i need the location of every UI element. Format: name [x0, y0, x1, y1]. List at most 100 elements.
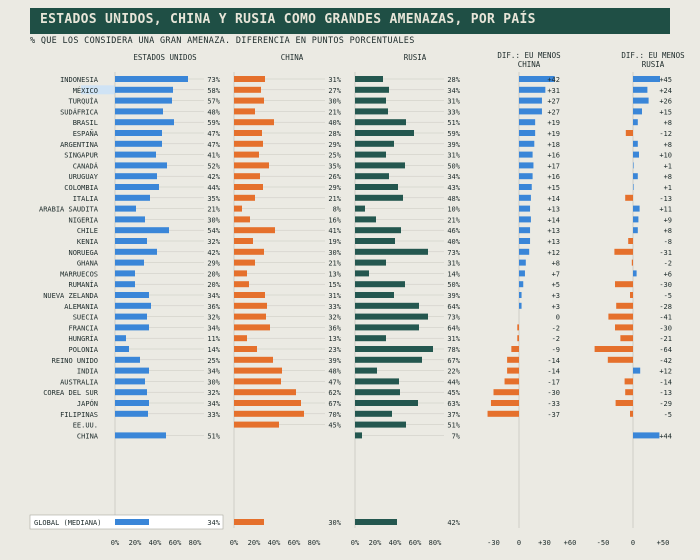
row-6-value-diff_russia: +8: [664, 141, 672, 149]
row-2-value-russia: 31%: [447, 98, 460, 106]
row-7-value-russia: 31%: [447, 152, 460, 160]
row-8-value-china: 35%: [328, 162, 341, 170]
tick-china: 40%: [268, 539, 281, 547]
row-23-bar-us: [115, 324, 149, 331]
global-value-us: 34%: [207, 519, 220, 527]
row-21-bar-china: [234, 302, 267, 309]
panel-title-diff_russia: DIF.: EU MENOS: [621, 51, 685, 60]
row-23-value-us: 34%: [207, 324, 220, 332]
row-11-bar-russia: [355, 194, 403, 201]
row-10-bar-china: [234, 184, 263, 190]
tick-diff_china: +30: [538, 539, 551, 547]
row-33-bar-diff_russia: [633, 432, 660, 439]
row-14-bar-diff_russia: [633, 227, 638, 234]
row-21-value-diff_china: +3: [552, 303, 560, 311]
row-4-country-label: BRASIL: [73, 119, 98, 127]
row-20-bar-diff_china: [519, 292, 522, 298]
row-27-value-china: 48%: [328, 368, 341, 376]
row-25-value-china: 23%: [328, 346, 341, 354]
row-5-bar-china: [234, 130, 262, 136]
row-0-bar-china: [234, 76, 265, 82]
row-25-bar-china: [234, 346, 257, 352]
row-14-country-label: CHILE: [77, 227, 98, 235]
row-3-value-russia: 33%: [447, 108, 460, 116]
row-15-bar-us: [115, 238, 147, 244]
panel-title-russia: RUSIA: [404, 53, 427, 62]
row-2-value-diff_china: +27: [547, 98, 560, 106]
row-30-value-china: 67%: [328, 400, 341, 408]
row-15-bar-diff_russia: [628, 238, 633, 244]
row-15-country-label: KENIA: [77, 238, 99, 246]
row-2-country-label: TURQUÍA: [68, 97, 98, 106]
row-9-bar-diff_china: [519, 173, 533, 180]
row-8-country-label: CANADÁ: [73, 161, 99, 170]
row-3-value-china: 21%: [328, 108, 341, 116]
row-32-country-label: EE.UU.: [73, 422, 98, 430]
row-9-value-diff_russia: +8: [664, 173, 672, 181]
row-25-country-label: POLONIA: [68, 346, 98, 354]
row-2-value-china: 30%: [328, 98, 341, 106]
row-29-bar-diff_china: [493, 389, 519, 396]
row-22-value-diff_russia: -41: [659, 314, 672, 322]
row-9-bar-china: [234, 173, 260, 180]
row-5-value-diff_russia: -12: [659, 130, 672, 138]
row-8-bar-diff_china: [519, 162, 534, 169]
row-2-bar-diff_china: [519, 97, 542, 104]
row-27-value-diff_russia: +12: [659, 368, 672, 376]
row-12-bar-us: [115, 205, 136, 212]
row-10-value-diff_russia: +1: [664, 184, 672, 192]
row-25-bar-us: [115, 346, 129, 352]
row-19-bar-us: [115, 281, 135, 288]
row-6-country-label: ARGENTINA: [60, 141, 99, 149]
row-23-value-china: 36%: [328, 324, 341, 332]
row-29-value-russia: 45%: [447, 389, 460, 397]
row-16-value-diff_china: +12: [547, 249, 560, 257]
row-11-country-label: ITALIA: [73, 195, 99, 203]
row-22-value-us: 32%: [207, 314, 220, 322]
row-5-bar-diff_china: [519, 130, 536, 136]
row-19-value-us: 20%: [207, 281, 220, 289]
row-1-value-us: 58%: [207, 87, 220, 95]
row-11-value-china: 21%: [328, 195, 341, 203]
row-19-value-russia: 50%: [447, 281, 460, 289]
row-19-value-china: 15%: [328, 281, 341, 289]
row-10-country-label: COLOMBIA: [64, 184, 99, 192]
row-5-bar-russia: [355, 130, 414, 136]
row-0-bar-us: [115, 76, 188, 82]
row-29-value-us: 32%: [207, 389, 220, 397]
row-16-country-label: NORUEGA: [68, 249, 98, 257]
row-3-value-us: 48%: [207, 108, 220, 116]
row-10-value-china: 29%: [328, 184, 341, 192]
row-14-bar-russia: [355, 227, 401, 234]
row-18-value-us: 20%: [207, 270, 220, 278]
row-22-value-china: 32%: [328, 314, 341, 322]
tick-us: 0%: [111, 539, 120, 547]
global-value-china: 30%: [328, 519, 341, 527]
row-1-value-china: 27%: [328, 87, 341, 95]
tick-us: 80%: [189, 539, 202, 547]
tick-russia: 0%: [351, 539, 360, 547]
row-8-bar-china: [234, 162, 269, 169]
row-12-country-label: ARABIA SAUDITA: [39, 206, 99, 214]
row-18-value-diff_russia: +6: [664, 270, 672, 278]
row-27-bar-china: [234, 367, 282, 374]
row-21-bar-diff_russia: [616, 302, 633, 309]
row-23-value-diff_russia: -30: [659, 324, 672, 332]
tick-diff_russia: 0: [631, 539, 635, 547]
row-4-value-china: 40%: [328, 119, 341, 127]
row-24-bar-diff_russia: [620, 335, 633, 342]
row-31-bar-diff_russia: [630, 410, 633, 417]
row-10-value-diff_china: +15: [547, 184, 560, 192]
row-32-value-russia: 51%: [447, 422, 460, 430]
row-21-country-label: ALEMANIA: [64, 303, 99, 311]
row-4-bar-us: [115, 119, 174, 126]
row-10-bar-russia: [355, 184, 398, 190]
row-27-bar-russia: [355, 367, 377, 374]
row-21-value-china: 33%: [328, 303, 341, 311]
row-13-bar-us: [115, 216, 145, 223]
row-15-bar-china: [234, 238, 253, 244]
tick-russia: 60%: [409, 539, 422, 547]
row-10-value-russia: 43%: [447, 184, 460, 192]
row-2-value-us: 57%: [207, 98, 220, 106]
